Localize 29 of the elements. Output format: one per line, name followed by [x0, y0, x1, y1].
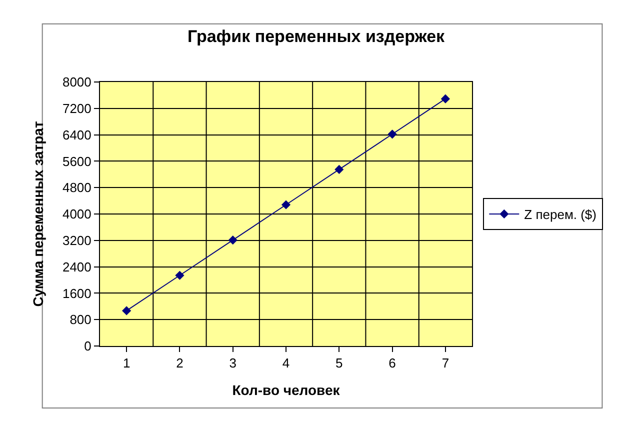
- point: [440, 94, 450, 104]
- y-tick-label: 0: [84, 338, 92, 354]
- legend-label: Z перем. ($): [524, 207, 597, 222]
- y-tick-label: 1600: [62, 286, 92, 301]
- y-tick-label: 6400: [62, 127, 92, 142]
- point: [388, 130, 397, 139]
- x-tick-label: 6: [388, 356, 396, 371]
- y-axis-title: Сумма переменных затрат: [30, 121, 46, 307]
- y-tick-label: 800: [70, 312, 92, 328]
- chart-title: График переменных издержек: [187, 27, 446, 46]
- y-tick-label: 4800: [62, 180, 92, 196]
- y-tick-label: 3200: [62, 232, 92, 248]
- y-tick-label: 2400: [62, 259, 92, 274]
- point: [228, 236, 238, 245]
- y-tick-label: 8000: [62, 74, 92, 90]
- point: [175, 270, 184, 280]
- x-tick-label: 7: [442, 356, 450, 371]
- x-tick-label: 5: [336, 356, 343, 371]
- point: [334, 164, 344, 174]
- point: [281, 200, 291, 210]
- x-axis-title: Кол-во человек: [232, 382, 341, 398]
- x-tick-label: 1: [122, 356, 130, 371]
- y-tick-label: 7200: [62, 100, 92, 116]
- y-tick-label: 5600: [62, 154, 92, 169]
- point: [122, 306, 132, 316]
- x-tick-label: 2: [176, 356, 184, 371]
- x-tick-label: 4: [282, 356, 290, 371]
- x-tick-label: 3: [229, 356, 236, 371]
- y-tick-label: 4000: [62, 206, 92, 222]
